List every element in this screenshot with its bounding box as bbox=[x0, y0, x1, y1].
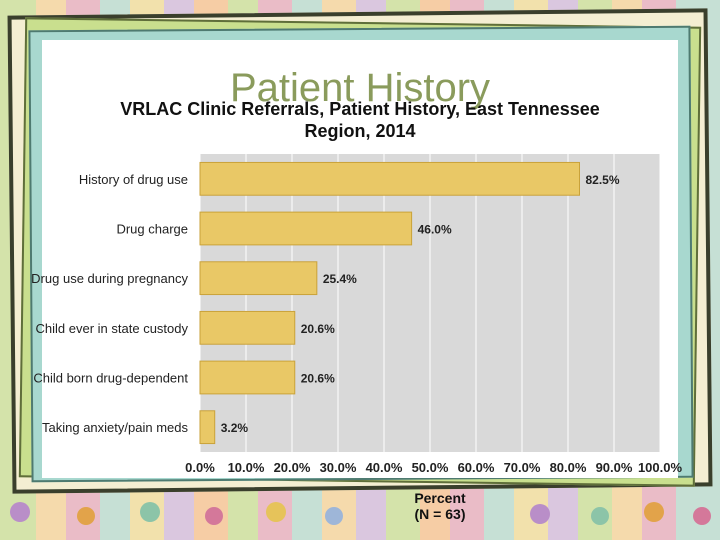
data-label: 82.5% bbox=[586, 173, 620, 187]
data-label: 20.6% bbox=[301, 372, 335, 386]
x-tick-label: 60.0% bbox=[458, 460, 495, 475]
chart-title-line-1: VRLAC Clinic Referrals, Patient History,… bbox=[120, 99, 600, 119]
x-tick-label: 50.0% bbox=[412, 460, 449, 475]
category-label: Drug charge bbox=[116, 222, 188, 237]
chart-title: VRLAC Clinic Referrals, Patient History,… bbox=[60, 98, 660, 142]
category-label: Child ever in state custody bbox=[36, 321, 189, 336]
chart-title-line-2: Region, 2014 bbox=[304, 121, 416, 141]
category-label: History of drug use bbox=[79, 172, 188, 187]
x-tick-label: 0.0% bbox=[185, 460, 215, 475]
x-tick-label: 90.0% bbox=[596, 460, 633, 475]
data-label: 25.4% bbox=[323, 272, 357, 286]
x-tick-label: 70.0% bbox=[504, 460, 541, 475]
bar bbox=[199, 261, 318, 296]
data-label: 20.6% bbox=[301, 322, 335, 336]
slide-title: Patient History bbox=[229, 66, 491, 110]
bar bbox=[199, 360, 296, 395]
category-label: Child born drug-dependent bbox=[33, 371, 188, 386]
bar bbox=[199, 211, 413, 246]
x-tick-label: 40.0% bbox=[366, 460, 403, 475]
x-tick-label: 100.0% bbox=[638, 460, 683, 475]
data-label: 46.0% bbox=[418, 223, 452, 237]
x-axis-note: (N = 63) bbox=[414, 506, 466, 522]
x-tick-label: 80.0% bbox=[550, 460, 587, 475]
x-tick-label: 10.0% bbox=[228, 460, 265, 475]
category-label: Drug use during pregnancy bbox=[31, 271, 188, 286]
data-label: 3.2% bbox=[221, 421, 249, 435]
x-axis-title: Percent bbox=[414, 490, 466, 506]
x-axis-label: Percent (N = 63) bbox=[340, 490, 540, 522]
bar bbox=[199, 410, 216, 445]
x-tick-label: 20.0% bbox=[274, 460, 311, 475]
category-label: Taking anxiety/pain meds bbox=[42, 420, 188, 435]
x-tick-label: 30.0% bbox=[320, 460, 357, 475]
bar bbox=[199, 161, 580, 196]
bar bbox=[199, 310, 296, 345]
